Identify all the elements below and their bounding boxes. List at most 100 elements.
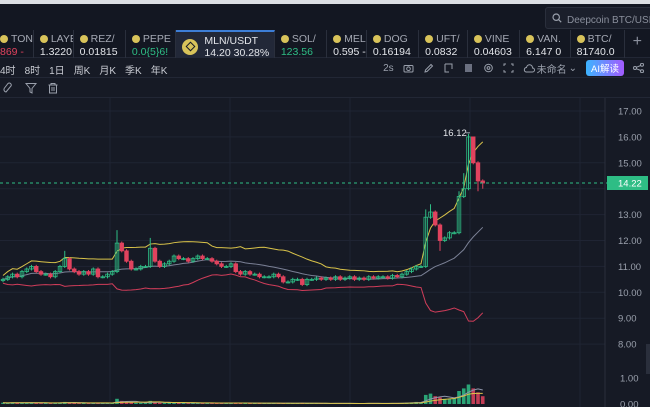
- volume-tick-label: 0.00: [620, 400, 639, 407]
- add-ticker-button[interactable]: +: [632, 33, 642, 50]
- candle-body: [124, 250, 129, 262]
- coin-icon: [526, 35, 535, 43]
- magnet-icon[interactable]: [3, 82, 15, 94]
- coin-icon: [372, 35, 381, 43]
- candle-body: [395, 275, 400, 278]
- candle-body: [228, 263, 234, 267]
- candle-body: [418, 265, 424, 268]
- candle-body: [390, 275, 395, 279]
- ticker-name: VAN.: [537, 33, 561, 45]
- ticker-tab[interactable]: VAN. 6.147 0: [520, 30, 571, 58]
- ai-analysis-button[interactable]: AI解读: [586, 60, 624, 76]
- ticker-tab[interactable]: LAYE1.3220: [34, 30, 74, 58]
- candle-body: [347, 276, 352, 279]
- candle-body: [471, 136, 476, 164]
- candle-body: [15, 273, 20, 278]
- trash-icon[interactable]: [47, 82, 59, 94]
- candle-body: [437, 224, 443, 241]
- candle-body: [24, 268, 29, 272]
- period-6[interactable]: 年K: [150, 66, 168, 77]
- volume-bar: [39, 403, 43, 404]
- candlestick-chart[interactable]: 17.00 16.00 15.00 13.00 12.00 11.00 10.00 9.00 8…: [0, 98, 650, 407]
- pencil-icon[interactable]: [423, 63, 434, 73]
- volume-bar: [5, 402, 10, 404]
- candle-body: [67, 258, 72, 270]
- template-icon[interactable]: [443, 63, 454, 73]
- candle-body: [205, 258, 210, 261]
- candle-body: [19, 271, 25, 278]
- search-input[interactable]: Deepcoin BTC/USDT 永: [545, 7, 650, 29]
- share-icon[interactable]: [633, 63, 644, 73]
- period-5[interactable]: 季K: [125, 66, 142, 77]
- candle-body: [271, 273, 276, 278]
- ticker-tab[interactable]: TON. 869 -: [0, 30, 34, 58]
- candle-body: [423, 216, 428, 267]
- layout-selector[interactable]: 未命名 ⌄: [523, 61, 577, 76]
- candle-body: [86, 271, 91, 275]
- period-3[interactable]: 周K: [73, 66, 91, 77]
- period-0[interactable]: 4时: [0, 66, 16, 77]
- fullscreen-icon[interactable]: [503, 63, 514, 73]
- coin-icon: [425, 35, 434, 43]
- ticker-tab[interactable]: MEL 0.595 -: [327, 30, 367, 58]
- volume-bar: [48, 403, 53, 404]
- candle-body: [300, 278, 305, 285]
- candle-body: [138, 265, 143, 270]
- settings-icon[interactable]: [483, 63, 494, 73]
- candle-body: [190, 258, 196, 262]
- candle-body: [129, 260, 134, 270]
- candle-body: [414, 265, 419, 270]
- screenshot-icon[interactable]: [463, 63, 474, 73]
- coin-icon: [473, 35, 482, 43]
- ticker-name: BTC/: [587, 33, 612, 45]
- candle-body: [53, 271, 58, 278]
- ticker-name: DOG: [383, 33, 408, 45]
- ticker-name: VINE: [484, 33, 510, 45]
- ticker-tab[interactable]: BTC/81740.0: [571, 30, 625, 58]
- coin-icon: [333, 35, 342, 43]
- volume-bar: [480, 396, 485, 404]
- ticker-tab[interactable]: SOL/123.56: [275, 30, 328, 58]
- lower-band-line: [2, 273, 484, 322]
- candle-body: [319, 277, 324, 280]
- search-icon: [552, 13, 562, 23]
- ticker-name: SOL/: [291, 33, 316, 45]
- ticker-tab[interactable]: PEPE 0.0{5}6!: [126, 30, 177, 58]
- candle-body: [433, 211, 438, 226]
- price-tick-label: 8.00: [618, 340, 637, 351]
- volume-bar: [24, 402, 29, 404]
- drawing-toolbar: [0, 79, 650, 98]
- period-4[interactable]: 月K: [99, 66, 117, 77]
- ticker-name: LAYE: [50, 33, 73, 45]
- ticker-tab-active[interactable]: MLN/USDT 14.20 30.28%: [176, 30, 275, 58]
- filter-icon[interactable]: [25, 82, 37, 94]
- ticker-tab[interactable]: DOG 0.16194: [367, 30, 420, 58]
- candle-body: [247, 271, 253, 275]
- candle-body: [38, 271, 44, 275]
- volume-bar: [129, 402, 134, 404]
- candle-body: [162, 263, 167, 267]
- volume-bar: [157, 402, 162, 404]
- price-tick-label: 11.00: [618, 262, 641, 273]
- ticker-tab[interactable]: VINE 0.04603: [468, 30, 521, 58]
- ticker-tab[interactable]: UFT/0.0832: [419, 30, 468, 58]
- ticker-tab[interactable]: REZ/0.01815: [74, 30, 126, 58]
- candle-body: [186, 258, 191, 262]
- volume-bar: [476, 392, 480, 404]
- volume-bar: [248, 403, 252, 404]
- candle-body: [157, 260, 162, 267]
- price-tick-label: 15.00: [618, 158, 642, 169]
- price-tick-label: 9.00: [618, 314, 637, 325]
- high-price-label: 16.12: [443, 128, 467, 139]
- period-2[interactable]: 1日: [49, 66, 65, 77]
- volume-bar: [20, 402, 24, 404]
- ticker-price: 0.595 -: [333, 46, 366, 58]
- candle-body: [352, 276, 357, 280]
- period-1[interactable]: 8时: [24, 66, 41, 77]
- price-tick-label: 16.00: [618, 132, 642, 143]
- candle-body: [252, 273, 257, 276]
- volume-bar: [43, 402, 48, 404]
- camera-icon[interactable]: [403, 63, 414, 73]
- price-tick-label: 12.00: [618, 236, 642, 247]
- interval-button[interactable]: 2s: [383, 62, 394, 74]
